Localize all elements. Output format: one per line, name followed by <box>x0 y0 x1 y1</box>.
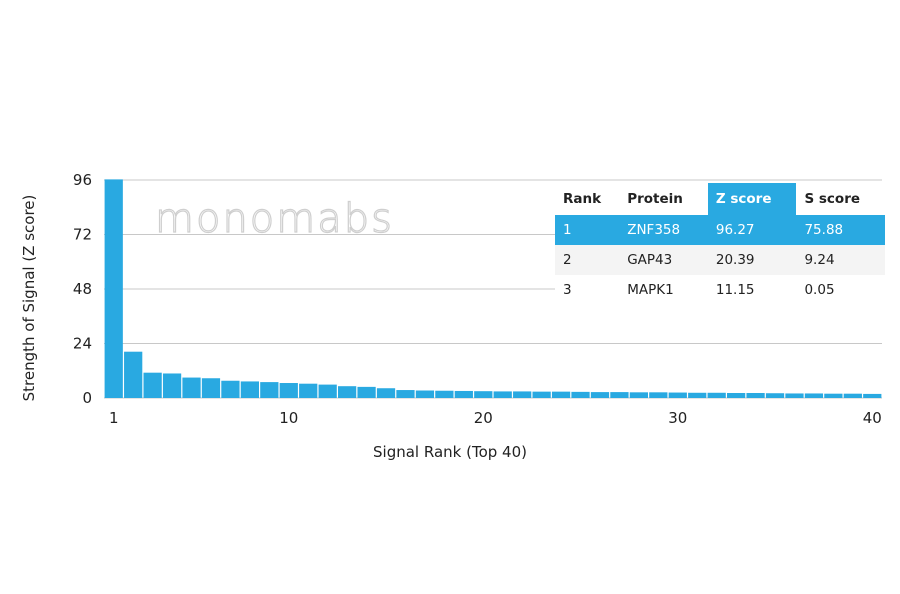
bar-rank-27 <box>610 392 629 398</box>
cell-rank: 3 <box>563 282 572 298</box>
x-tick-label: 10 <box>279 409 298 427</box>
bar-rank-23 <box>532 391 551 398</box>
bar-rank-22 <box>513 391 532 398</box>
bar-rank-2 <box>124 351 143 398</box>
cell-rank: 2 <box>555 245 620 275</box>
table-row: 1 ZNF358 96.27 75.88 <box>555 215 885 245</box>
bar-rank-21 <box>493 391 512 398</box>
bar-rank-8 <box>240 381 259 398</box>
cell-z-score: 20.39 <box>707 245 797 275</box>
bar-rank-29 <box>649 392 668 398</box>
bar-rank-7 <box>221 380 240 398</box>
y-axis-ticks: 0 24 48 72 96 <box>73 171 92 407</box>
bar-rank-18 <box>435 390 454 398</box>
x-axis-title: Signal Rank (Top 40) <box>373 443 527 461</box>
table-row: 3 MAPK1 11.15 0.05 <box>555 275 885 305</box>
bar-rank-32 <box>707 392 726 398</box>
bar-rank-13 <box>338 386 357 398</box>
bar-rank-38 <box>824 393 843 398</box>
cell-z-score: 96.27 <box>707 215 797 245</box>
y-tick-label: 48 <box>73 280 92 298</box>
watermark-logo: monomabs <box>155 196 394 242</box>
x-tick-label: 1 <box>109 409 119 427</box>
bar-rank-6 <box>201 378 221 398</box>
bar-rank-17 <box>415 390 435 398</box>
bar-rank-40 <box>863 393 882 398</box>
header-protein: Protein <box>627 191 683 207</box>
y-tick-label: 96 <box>73 171 92 189</box>
y-tick-label: 72 <box>73 226 92 244</box>
bar-rank-25 <box>571 391 590 398</box>
bar-rank-39 <box>843 393 862 398</box>
cell-s-score: 9.24 <box>796 245 885 275</box>
cell-protein: MAPK1 <box>627 282 674 298</box>
cell-protein: GAP43 <box>619 245 708 275</box>
x-tick-label: 40 <box>863 409 882 427</box>
bar-rank-28 <box>629 392 648 398</box>
bar-rank-9 <box>260 382 279 398</box>
cell-s-score: 0.05 <box>804 282 835 298</box>
bar-rank-11 <box>299 383 318 398</box>
header-z-score: Z score <box>707 183 797 215</box>
bar-rank-20 <box>474 391 493 398</box>
cell-z-score: 11.15 <box>715 282 755 298</box>
bar-rank-12 <box>318 384 337 398</box>
bar-rank-4 <box>162 373 182 398</box>
bar-rank-26 <box>590 392 610 398</box>
score-table: Rank Protein Z score S score 1 ZNF358 96… <box>555 183 885 305</box>
bar-rank-33 <box>727 393 746 398</box>
bar-rank-24 <box>551 391 571 398</box>
header-rank: Rank <box>563 191 602 207</box>
bar-rank-3 <box>143 372 162 398</box>
bar-rank-19 <box>454 390 473 398</box>
table-row: 2 GAP43 20.39 9.24 <box>555 245 885 275</box>
bar-rank-34 <box>746 393 765 398</box>
table-header-row: Rank Protein Z score S score <box>555 183 885 215</box>
bar-rank-36 <box>785 393 804 398</box>
bar-rank-10 <box>279 383 298 398</box>
bar-rank-14 <box>357 386 376 398</box>
x-tick-label: 30 <box>668 409 687 427</box>
cell-protein: ZNF358 <box>619 215 708 245</box>
cell-rank: 1 <box>555 215 620 245</box>
y-tick-label: 0 <box>82 389 92 407</box>
bars <box>104 179 882 398</box>
cell-s-score: 75.88 <box>796 215 885 245</box>
bar-rank-37 <box>804 393 824 398</box>
bar-rank-1 <box>104 179 123 398</box>
bar-rank-15 <box>376 388 396 398</box>
y-tick-label: 24 <box>73 335 92 353</box>
x-tick-label: 20 <box>474 409 493 427</box>
y-axis-title: Strength of Signal (Z score) <box>20 195 38 402</box>
bar-rank-31 <box>688 392 707 398</box>
bar-rank-16 <box>396 390 415 398</box>
bar-rank-30 <box>668 392 687 398</box>
x-axis-ticks: 1 10 20 30 40 <box>109 409 882 427</box>
bar-rank-35 <box>765 393 785 398</box>
bar-rank-5 <box>182 377 201 398</box>
header-s-score: S score <box>804 191 861 207</box>
